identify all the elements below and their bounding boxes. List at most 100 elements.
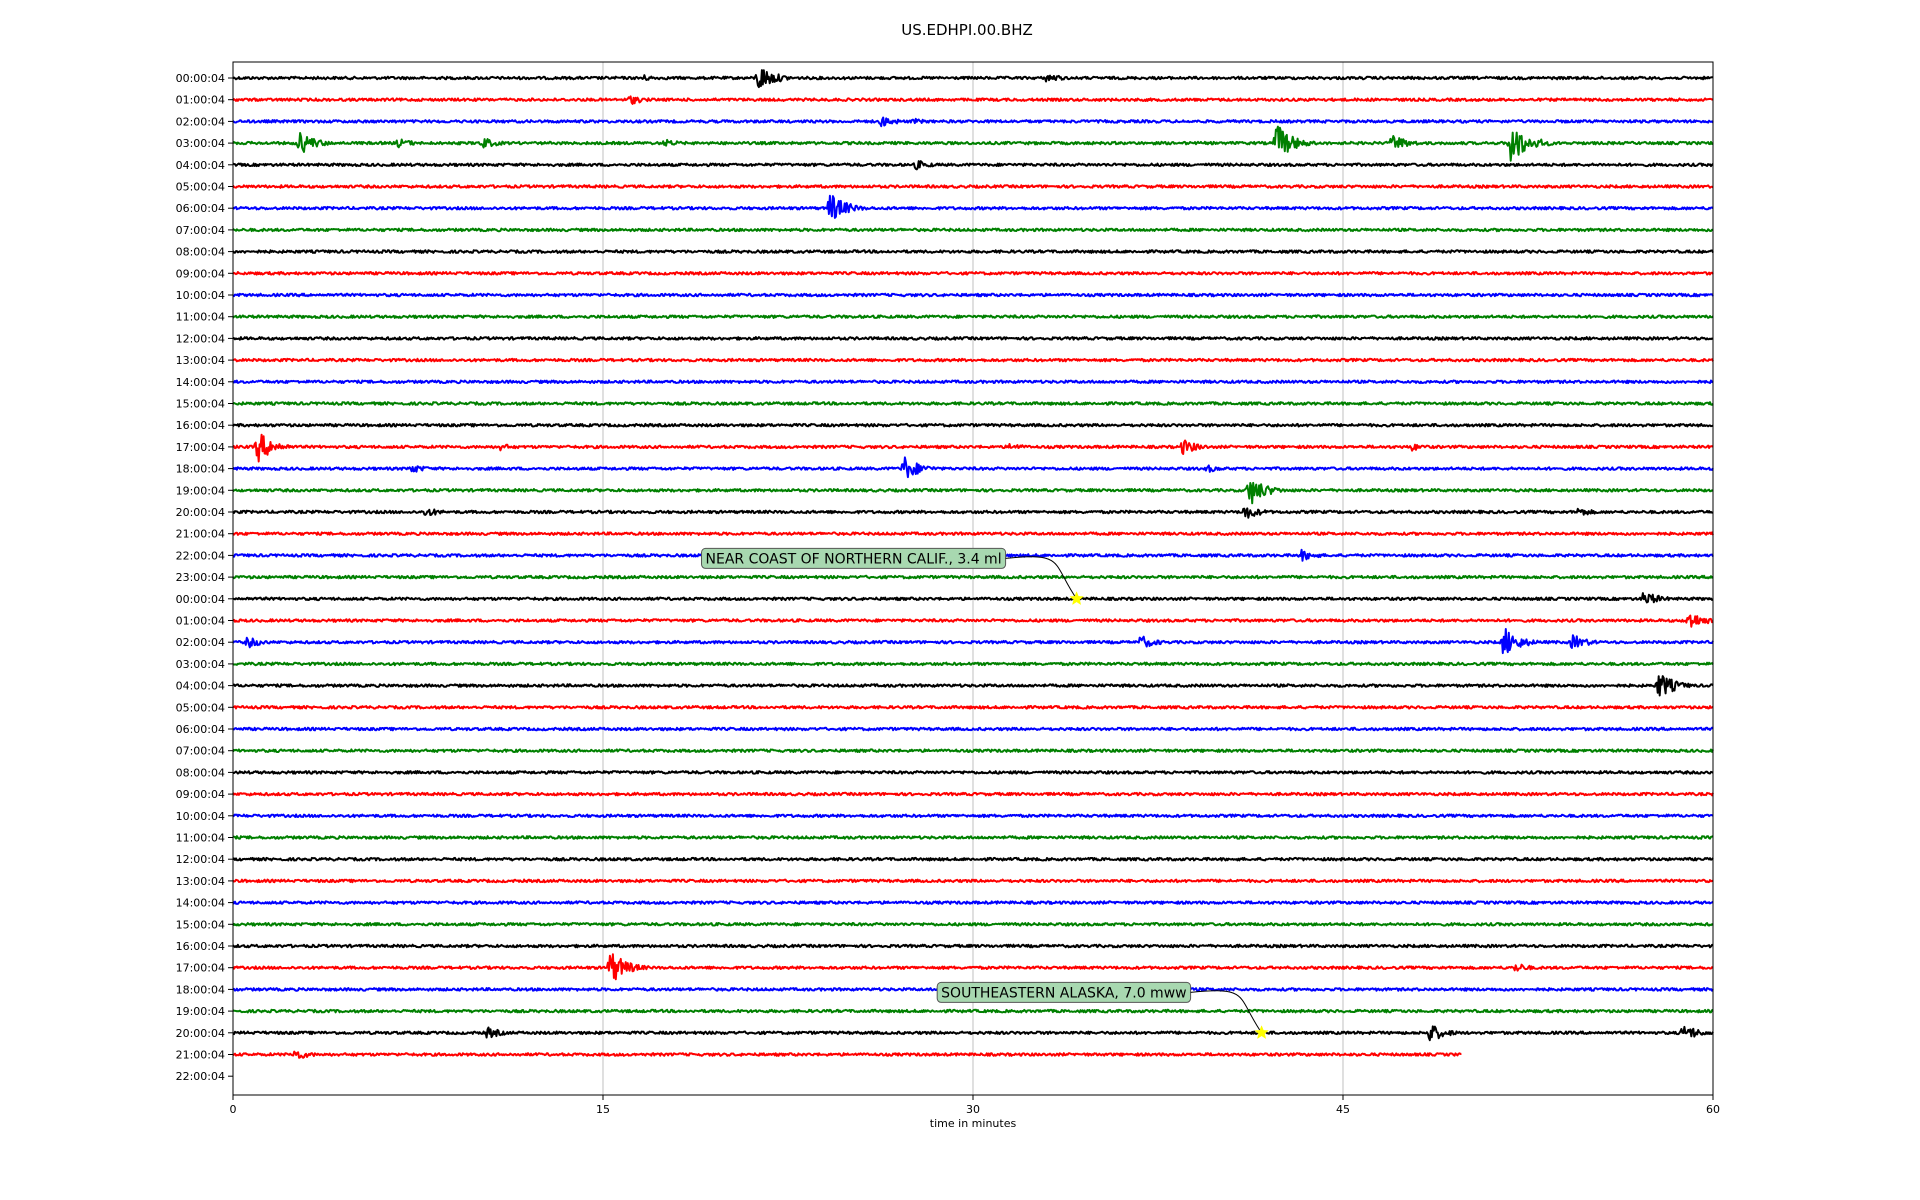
event-star-marker	[1254, 1025, 1269, 1040]
x-axis-label: time in minutes	[930, 1117, 1017, 1130]
trace-line	[232, 943, 1713, 949]
event-annotation: SOUTHEASTERN ALASKA, 7.0 mww	[936, 981, 1269, 1040]
trace-line	[232, 336, 1714, 341]
y-tick-label: 03:00:04	[176, 658, 225, 671]
y-tick-label: 14:00:04	[176, 376, 225, 389]
trace-line	[232, 69, 1714, 89]
event-annotations: NEAR COAST OF NORTHERN CALIF., 3.4 ml SOU…	[701, 547, 1269, 1040]
trace-line	[232, 878, 1714, 884]
y-tick-label: 00:00:04	[176, 593, 225, 606]
y-tick-label: 21:00:04	[176, 528, 225, 541]
trace-line	[232, 194, 1714, 219]
y-tick-label: 22:00:04	[176, 549, 225, 562]
trace-line	[232, 401, 1714, 406]
trace-line	[232, 433, 1714, 463]
plot-frame	[232, 61, 1714, 1096]
trace-line	[232, 1008, 1714, 1014]
trace-line	[232, 592, 1714, 604]
trace-line	[232, 379, 1714, 385]
y-axis-ticks: 00:00:04 01:00:04 02:00:04 03:00:04 04:00:04…	[176, 72, 233, 1083]
x-tick-label: 60	[1706, 1103, 1720, 1116]
trace-line	[232, 531, 1714, 536]
annotation-arrow	[1005, 556, 1078, 600]
y-tick-label: 12:00:04	[176, 853, 225, 866]
x-tick-label: 45	[1336, 1103, 1350, 1116]
y-tick-label: 19:00:04	[176, 1005, 225, 1018]
y-tick-label: 09:00:04	[176, 788, 225, 801]
trace-line	[232, 184, 1714, 189]
trace-line	[232, 422, 1714, 428]
trace-line	[232, 357, 1714, 363]
y-tick-label: 09:00:04	[176, 267, 225, 280]
y-tick-label: 11:00:04	[176, 832, 225, 845]
y-tick-label: 17:00:04	[176, 441, 225, 454]
y-tick-label: 08:00:04	[176, 766, 225, 779]
trace-line	[232, 856, 1714, 862]
y-tick-label: 01:00:04	[176, 94, 225, 107]
x-tick-label: 30	[966, 1103, 980, 1116]
trace-line	[232, 628, 1714, 655]
trace-line	[232, 125, 1714, 162]
y-tick-label: 15:00:04	[176, 918, 225, 931]
seismic-traces	[232, 69, 1714, 1059]
y-tick-label: 16:00:04	[176, 419, 225, 432]
trace-line	[232, 770, 1714, 775]
trace-line	[232, 748, 1714, 753]
trace-line	[232, 661, 1714, 667]
trace-line	[232, 835, 1714, 840]
y-tick-label: 23:00:04	[176, 571, 225, 584]
y-tick-label: 05:00:04	[176, 701, 225, 714]
annotation-arrow	[1190, 990, 1263, 1034]
y-tick-label: 04:00:04	[176, 159, 225, 172]
trace-line	[232, 481, 1714, 505]
y-tick-label: 18:00:04	[176, 463, 225, 476]
y-tick-label: 03:00:04	[176, 137, 225, 150]
y-tick-label: 20:00:04	[176, 506, 225, 519]
x-tick-label: 0	[230, 1103, 237, 1116]
trace-line	[232, 1025, 1714, 1042]
trace-line	[232, 705, 1714, 710]
y-tick-label: 08:00:04	[176, 246, 225, 259]
event-annotation: NEAR COAST OF NORTHERN CALIF., 3.4 ml	[701, 547, 1084, 606]
y-tick-label: 13:00:04	[176, 875, 225, 888]
y-tick-label: 14:00:04	[176, 897, 225, 910]
trace-line	[232, 813, 1714, 819]
y-tick-label: 10:00:04	[176, 810, 225, 823]
y-tick-label: 07:00:04	[176, 224, 225, 237]
y-tick-label: 22:00:04	[176, 1070, 225, 1083]
trace-line	[232, 249, 1714, 254]
y-tick-label: 20:00:04	[176, 1027, 225, 1040]
y-tick-label: 18:00:04	[176, 983, 225, 996]
y-tick-label: 06:00:04	[176, 202, 225, 215]
y-tick-label: 06:00:04	[176, 723, 225, 736]
trace-line	[232, 675, 1714, 697]
trace-line	[232, 314, 1714, 319]
y-tick-label: 16:00:04	[176, 940, 225, 953]
y-tick-label: 11:00:04	[176, 311, 225, 324]
trace-line	[232, 95, 1714, 105]
trace-line	[232, 900, 1714, 905]
trace-line	[232, 726, 1714, 732]
y-tick-label: 02:00:04	[176, 115, 225, 128]
y-tick-label: 12:00:04	[176, 332, 225, 345]
y-tick-label: 21:00:04	[176, 1049, 225, 1062]
trace-line	[232, 507, 1714, 519]
trace-line	[232, 271, 1714, 276]
trace-line	[232, 574, 1714, 580]
trace-line	[232, 614, 1714, 628]
annotation-label: SOUTHEASTERN ALASKA, 7.0 mww	[941, 985, 1186, 1001]
trace-line	[232, 922, 1714, 927]
y-tick-label: 07:00:04	[176, 745, 225, 758]
y-tick-label: 01:00:04	[176, 615, 225, 628]
trace-line	[232, 292, 1714, 298]
trace-line	[232, 953, 1714, 981]
y-tick-label: 05:00:04	[176, 181, 225, 194]
trace-line	[232, 456, 1714, 479]
trace-line	[232, 116, 1714, 128]
annotation-label: NEAR COAST OF NORTHERN CALIF., 3.4 ml	[706, 551, 1002, 567]
y-tick-label: 00:00:04	[176, 72, 225, 85]
y-tick-label: 02:00:04	[176, 636, 225, 649]
x-tick-label: 15	[596, 1103, 610, 1116]
y-tick-label: 19:00:04	[176, 484, 225, 497]
